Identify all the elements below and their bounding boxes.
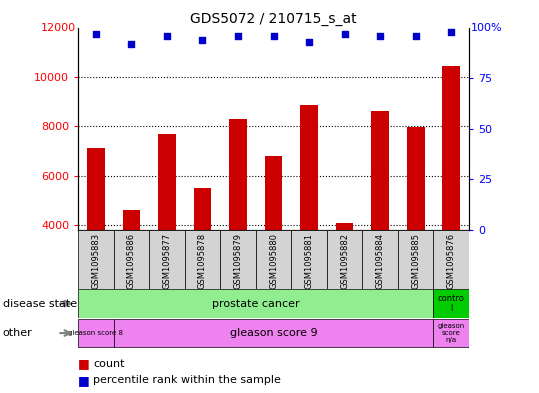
Bar [407,127,425,230]
Point [198,37,207,43]
Point [92,30,100,37]
Text: GSM1095877: GSM1095877 [162,233,171,289]
Bar [256,230,291,289]
Bar [149,230,185,289]
Bar [158,134,176,230]
Bar [443,66,460,230]
Bar [114,319,433,347]
Bar [220,230,256,289]
Bar [265,156,282,230]
Bar [336,222,354,230]
Text: prostate cancer: prostate cancer [212,299,300,309]
Text: ■: ■ [78,374,90,387]
Bar [362,230,398,289]
Point [163,33,171,39]
Text: GSM1095879: GSM1095879 [233,233,243,289]
Bar [433,230,469,289]
Text: GSM1095884: GSM1095884 [376,233,385,289]
Point [411,33,420,39]
Text: GSM1095880: GSM1095880 [269,233,278,289]
Text: gleason
score
n/a: gleason score n/a [438,323,465,343]
Point [447,28,455,35]
Bar [229,119,247,230]
Bar [114,230,149,289]
Bar [78,230,114,289]
Text: GSM1095883: GSM1095883 [92,233,100,289]
Bar [185,230,220,289]
Title: GDS5072 / 210715_s_at: GDS5072 / 210715_s_at [190,13,357,26]
Text: GSM1095878: GSM1095878 [198,233,207,289]
Bar [194,188,211,230]
Point [270,33,278,39]
Bar [433,289,469,318]
Text: count: count [93,358,125,369]
Bar [291,230,327,289]
Text: gleason score 8: gleason score 8 [68,330,123,336]
Bar [327,230,362,289]
Bar [398,230,433,289]
Text: GSM1095886: GSM1095886 [127,233,136,289]
Bar [122,210,140,230]
Bar [433,319,469,347]
Text: other: other [3,328,32,338]
Point [376,33,384,39]
Text: 100%: 100% [471,22,502,33]
Text: GSM1095881: GSM1095881 [305,233,314,289]
Text: ■: ■ [78,357,90,370]
Bar [87,149,105,230]
Text: disease state: disease state [3,299,77,309]
Text: GSM1095882: GSM1095882 [340,233,349,289]
Text: GSM1095885: GSM1095885 [411,233,420,289]
Bar [371,112,389,230]
Point [305,39,313,45]
Text: percentile rank within the sample: percentile rank within the sample [93,375,281,386]
Bar [300,105,318,230]
Text: GSM1095876: GSM1095876 [447,233,455,289]
Point [234,33,243,39]
Text: 12000: 12000 [41,22,76,33]
Text: gleason score 9: gleason score 9 [230,328,317,338]
Point [340,30,349,37]
Bar [78,319,114,347]
Text: contro
l: contro l [438,294,465,313]
Point [127,40,136,47]
